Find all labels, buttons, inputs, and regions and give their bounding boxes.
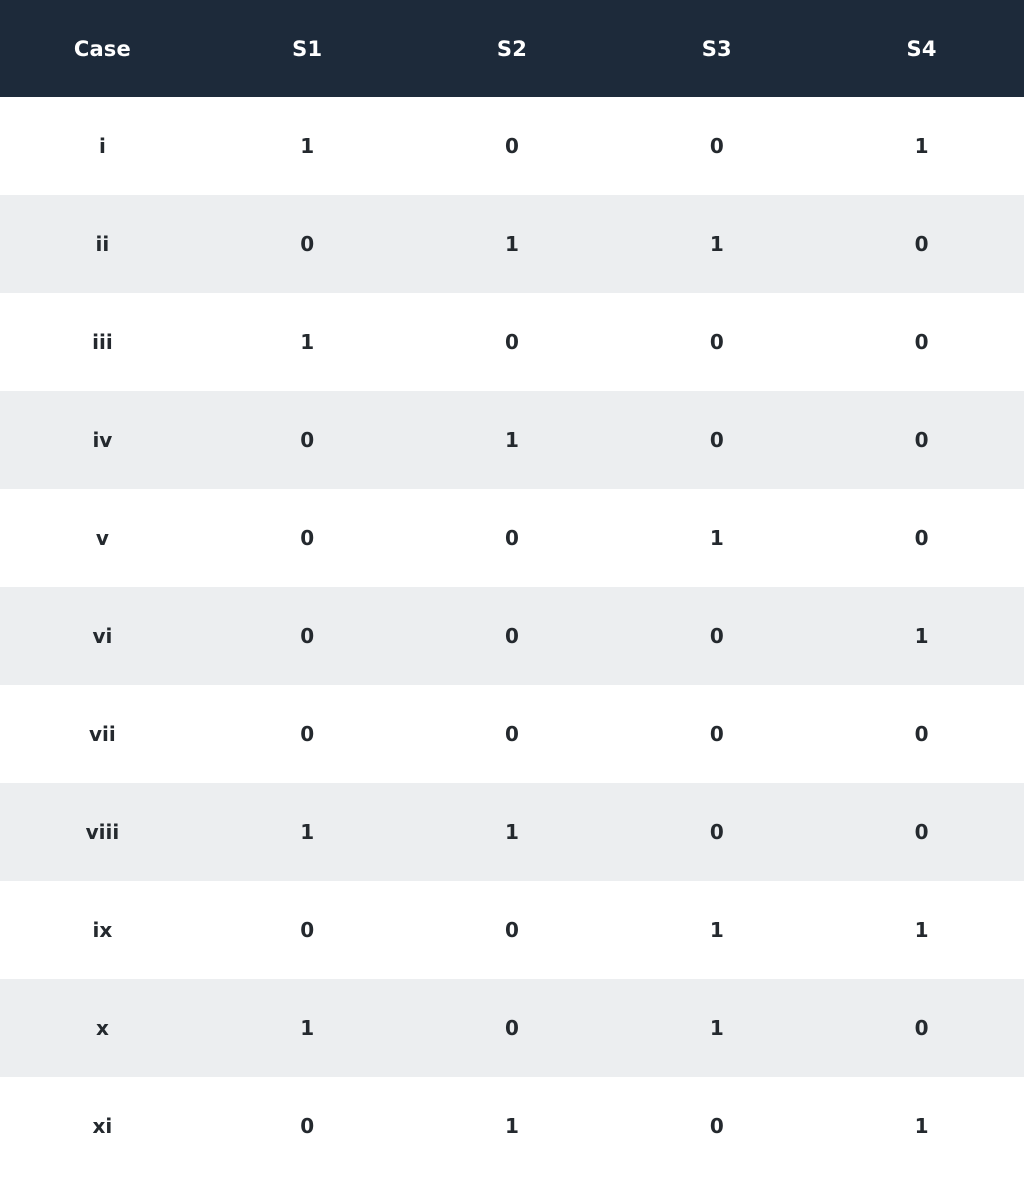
column-header-case: Case bbox=[73, 36, 131, 61]
row-label-cell: vi bbox=[92, 624, 113, 648]
value-cell: 0 bbox=[709, 134, 724, 158]
value-cell: 0 bbox=[709, 428, 724, 452]
value-cell: 1 bbox=[709, 232, 724, 256]
value-cell: 0 bbox=[709, 624, 724, 648]
value-cell: 0 bbox=[709, 722, 724, 746]
value-cell: 0 bbox=[300, 232, 315, 256]
value-cell: 0 bbox=[914, 820, 929, 844]
value-cell: 0 bbox=[505, 526, 519, 550]
value-cell: 0 bbox=[505, 1016, 519, 1040]
value-cell: 1 bbox=[914, 134, 929, 158]
table-row: xi 0 1 0 1 bbox=[0, 1077, 1024, 1175]
value-cell: 0 bbox=[300, 526, 315, 550]
value-cell: 1 bbox=[300, 330, 315, 354]
value-cell: 0 bbox=[914, 526, 929, 550]
value-cell: 1 bbox=[300, 1016, 315, 1040]
value-cell: 0 bbox=[914, 232, 929, 256]
value-cell: 0 bbox=[505, 624, 519, 648]
value-cell: 0 bbox=[709, 330, 724, 354]
table-row: ix 0 0 1 1 bbox=[0, 881, 1024, 979]
row-label-cell: iv bbox=[92, 428, 113, 452]
value-cell: 0 bbox=[300, 624, 315, 648]
value-cell: 0 bbox=[914, 330, 929, 354]
row-label-cell: i bbox=[98, 134, 106, 158]
value-cell: 0 bbox=[300, 918, 315, 942]
table-row: vii 0 0 0 0 bbox=[0, 685, 1024, 783]
value-cell: 1 bbox=[709, 1016, 724, 1040]
value-cell: 0 bbox=[709, 820, 724, 844]
value-cell: 1 bbox=[709, 918, 724, 942]
table-row: x 1 0 1 0 bbox=[0, 979, 1024, 1077]
value-cell: 1 bbox=[914, 918, 929, 942]
value-cell: 1 bbox=[505, 1114, 519, 1138]
value-cell: 0 bbox=[914, 722, 929, 746]
value-cell: 0 bbox=[505, 918, 519, 942]
table-body: i 1 0 0 1 ii 0 1 1 0 iii 1 0 0 0 iv 0 1 0 0 v 0 0 1 0 vi 0 0 0 1 vii 0 0… bbox=[0, 97, 1024, 1175]
row-label-cell: iii bbox=[92, 330, 113, 354]
value-cell: 0 bbox=[300, 722, 315, 746]
value-cell: 0 bbox=[505, 330, 519, 354]
value-cell: 1 bbox=[300, 820, 315, 844]
value-cell: 1 bbox=[505, 820, 519, 844]
row-label-cell: v bbox=[95, 526, 109, 550]
table-row: v 0 0 1 0 bbox=[0, 489, 1024, 587]
column-header-s1: S1 bbox=[292, 36, 323, 61]
value-cell: 0 bbox=[300, 1114, 315, 1138]
table-row: ii 0 1 1 0 bbox=[0, 195, 1024, 293]
table-row: iii 1 0 0 0 bbox=[0, 293, 1024, 391]
table-row: iv 0 1 0 0 bbox=[0, 391, 1024, 489]
column-header-s4: S4 bbox=[906, 36, 937, 61]
value-cell: 1 bbox=[914, 624, 929, 648]
value-cell: 0 bbox=[300, 428, 315, 452]
value-cell: 0 bbox=[505, 722, 519, 746]
value-cell: 0 bbox=[709, 1114, 724, 1138]
row-label-cell: viii bbox=[85, 820, 120, 844]
value-cell: 1 bbox=[505, 428, 519, 452]
value-cell: 1 bbox=[914, 1114, 929, 1138]
row-label-cell: ii bbox=[95, 232, 110, 256]
value-cell: 1 bbox=[709, 526, 724, 550]
row-label-cell: xi bbox=[92, 1114, 113, 1138]
row-label-cell: ix bbox=[92, 918, 113, 942]
row-label-cell: vii bbox=[89, 722, 116, 746]
row-label-cell: x bbox=[95, 1016, 109, 1040]
value-cell: 1 bbox=[505, 232, 519, 256]
value-cell: 0 bbox=[914, 1016, 929, 1040]
value-cell: 1 bbox=[300, 134, 315, 158]
value-cell: 0 bbox=[505, 134, 519, 158]
table-row: vi 0 0 0 1 bbox=[0, 587, 1024, 685]
table-row: i 1 0 0 1 bbox=[0, 97, 1024, 195]
table-row: viii 1 1 0 0 bbox=[0, 783, 1024, 881]
column-header-s2: S2 bbox=[496, 36, 528, 61]
table-header-row: Case S1 S2 S3 S4 bbox=[0, 0, 1024, 97]
column-header-s3: S3 bbox=[701, 36, 732, 61]
value-cell: 0 bbox=[914, 428, 929, 452]
